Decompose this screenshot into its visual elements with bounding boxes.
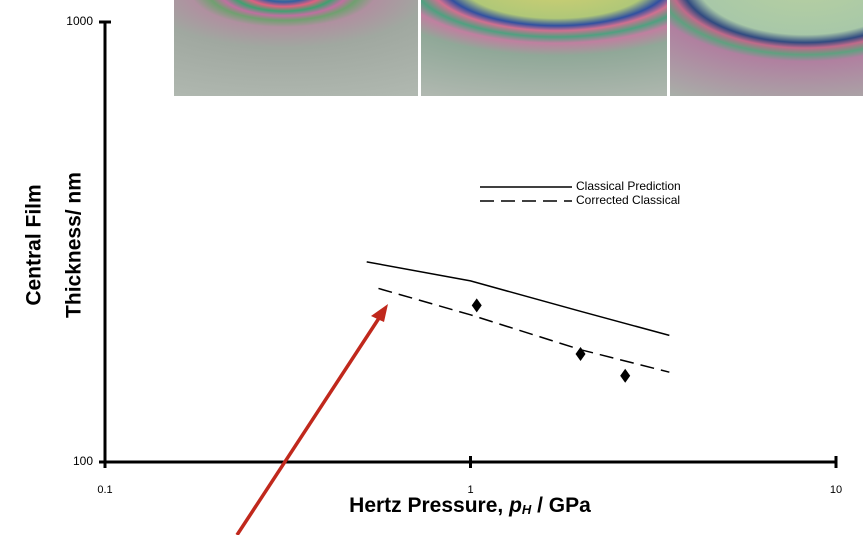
x-tick-label: 1 [467,484,473,496]
data-point [575,346,586,361]
y-axis-title: Central Film [23,184,46,305]
data-point [620,368,631,383]
arrow-shaft [235,311,385,535]
x-tick-label: 10 [830,484,842,496]
x-tick-label: 0.1 [97,484,112,496]
x-axis-title-part: p [508,494,522,517]
x-axis-title: Hertz Pressure, pH / GPa [349,494,591,518]
y-axis-title: Thickness/ nm [63,172,86,318]
interference-image [670,0,863,96]
interference-image [421,0,667,96]
y-tick-label: 100 [73,454,93,468]
arrow-head [371,304,388,322]
y-tick-label: 1000 [66,14,93,28]
series-line [378,287,670,373]
series-line [366,261,670,337]
axes: 100 1000 0.1 1 10 [66,14,842,496]
x-axis-title-part: / GPa [531,494,591,517]
legend-label: Corrected Classical [576,193,680,207]
data-point [471,298,482,313]
x-axis-title-part: H [522,502,532,517]
x-axis-title-part: Hertz Pressure, [349,494,509,517]
legend-label: Classical Prediction [576,179,681,193]
interference-image [174,0,418,96]
